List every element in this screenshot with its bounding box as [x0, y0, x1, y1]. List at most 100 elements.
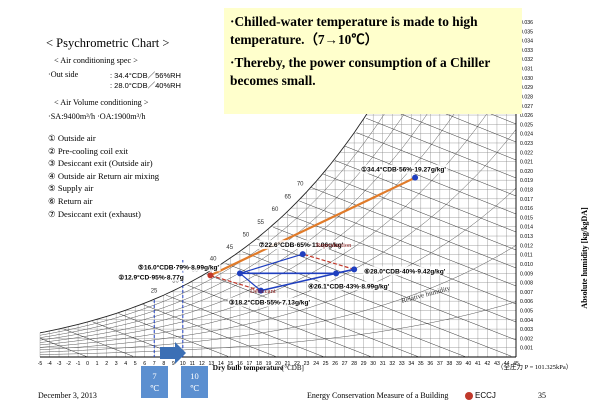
legend-item: ③ Desiccant exit (Outside air) — [48, 158, 153, 169]
x-tick-label: 12 — [199, 361, 205, 367]
pressure-note: （全圧力 P = 101.325kPa） — [497, 362, 572, 371]
temp-box-10-value: 10 — [190, 371, 199, 381]
callout-box: ·Chilled-water temperature is made to hi… — [224, 8, 522, 114]
enthalpy-line — [225, 263, 467, 358]
x-tick-labels: -5 -4 -3 -2 -1 0 1 2 3 4 5 6 7 8 9 10 11 12 13 14 15 16 17 18 19… — [38, 361, 519, 367]
x-tick-label: 36 — [427, 361, 433, 367]
y-tick-label: 0.002 — [520, 336, 533, 342]
relative-humidity-label: Relative humidity — [400, 284, 451, 305]
enthalpy-line — [344, 145, 517, 215]
callout-line-1: ·Chilled-water temperature is made to hi… — [230, 14, 478, 47]
y-tick-label: 0.011 — [520, 253, 533, 259]
rh-curve — [39, 28, 455, 338]
state-label-bg — [360, 164, 448, 174]
x-tick-label: 32 — [389, 361, 395, 367]
state-label-5: ⑤16.0°CDB·79%·8.99g/kg' — [138, 263, 220, 271]
y-tick-label: 0.016 — [520, 206, 533, 212]
spec-outside-label: ·Out side — [48, 70, 79, 79]
spec-heading: < Air conditioning spec > — [54, 56, 138, 65]
state-labels: ①34.4°CDB·56%·19.27g/kg' ②12.9°CD·95%·8.7… — [117, 164, 448, 307]
volume-value: ·SA:9400m³/h ·OA:1900m³/h — [48, 112, 146, 121]
rh-curve — [39, 27, 507, 343]
x-tick-label: 41 — [475, 361, 481, 367]
x-tick-label: 19 — [266, 361, 272, 367]
y-tick-label: 0.026 — [520, 113, 533, 119]
enthalpy-line — [287, 214, 517, 305]
y-tick-label: 0.003 — [520, 327, 533, 333]
y-tick-label: 0.018 — [520, 188, 533, 194]
x-tick-label: 20 — [275, 361, 281, 367]
x-tick-label: -2 — [66, 361, 71, 367]
enthalpy-line — [206, 274, 419, 358]
x-tick-label: 24 — [313, 361, 319, 367]
state-label-bg — [227, 297, 312, 307]
state-label-2: ②12.9°CD·95%·8.77g — [118, 273, 183, 281]
x-tick-label: 10 — [180, 361, 186, 367]
enthalpy-line — [187, 284, 371, 357]
reproduction-line — [302, 253, 355, 270]
x-tick-label: -4 — [47, 361, 52, 367]
rh-curve — [39, 69, 517, 346]
y-tick-label: 0.029 — [520, 85, 533, 91]
footer-page: 35 — [538, 391, 546, 400]
state-label-bg — [307, 281, 391, 291]
legend-item: ⑤ Supply air — [48, 183, 94, 194]
enthalpy-line — [63, 328, 133, 357]
x-tick-label: 3 — [115, 361, 118, 367]
y-tick-label: 0.030 — [520, 76, 533, 82]
y-tick-label: 0.012 — [520, 243, 533, 249]
x-tick-label: 8 — [162, 361, 165, 367]
x-tick-label: 5 — [134, 361, 137, 367]
enthalpy-label: 60 — [272, 207, 279, 213]
x-tick-label: 15 — [228, 361, 234, 367]
footer-org-wrap: ECCJ — [465, 391, 496, 400]
y-tick-label: 0.009 — [520, 271, 533, 277]
rh-curve — [39, 187, 517, 351]
x-tick-label: 27 — [342, 361, 348, 367]
x-tick-label: 39 — [456, 361, 462, 367]
page-title: < Psychrometric Chart > — [46, 36, 170, 50]
x-tick-label: 22 — [294, 361, 300, 367]
spec-inside-value: : 28.0°CDB／40%RH — [110, 81, 181, 90]
rh-curve — [39, 245, 517, 353]
enthalpy-line — [323, 173, 517, 251]
state-point-3 — [257, 287, 264, 294]
x-tick-label: 7 — [153, 361, 156, 367]
enthalpy-line — [311, 187, 517, 269]
y-tick-label: 0.031 — [520, 67, 533, 73]
x-tick-label: 16 — [237, 361, 243, 367]
spec-outside-value: : 34.4°CDB／56%RH — [110, 71, 181, 80]
y-tick-label: 0.036 — [520, 20, 533, 26]
eccj-logo-icon — [465, 391, 473, 400]
x-tick-label: 31 — [380, 361, 386, 367]
y-tick-label: 0.035 — [520, 29, 533, 35]
enthalpy-label: 50 — [243, 233, 250, 239]
volume-heading: < Air Volume conditioning > — [54, 98, 149, 107]
y-tick-label: 0.001 — [520, 346, 533, 352]
enthalpy-label: 55 — [257, 220, 264, 226]
state-label-bg — [136, 262, 221, 272]
legend-item: ⑦ Desiccant exit (exhaust) — [48, 208, 141, 219]
x-tick-label: 13 — [208, 361, 214, 367]
rh-curve — [39, 26, 417, 334]
reproduction-annotation: Reproduction — [316, 242, 352, 249]
state-label-6: ⑥28.0°CDB·40%·9.42g/kg' — [364, 267, 446, 275]
y-tick-label: 0.007 — [520, 290, 533, 296]
x-tick-label: 44 — [504, 361, 510, 367]
state-point-6 — [351, 266, 358, 273]
state-label-bg — [257, 240, 345, 250]
callout-line-2: ·Thereby, the power consumption of a Chi… — [230, 55, 491, 88]
y-tick-label: 0.034 — [520, 39, 533, 45]
y-tick-label: 0.022 — [520, 150, 533, 156]
y-tick-label: 0.025 — [520, 122, 533, 128]
enthalpy-line — [356, 132, 517, 197]
y-tick-label: 0.015 — [520, 215, 533, 221]
state-label-4: ④26.1°CDB·43%·8.99g/kg' — [308, 282, 390, 290]
enthalpy-line — [39, 337, 88, 358]
x-tick-label: 30 — [370, 361, 376, 367]
x-tick-label: 17 — [247, 361, 253, 367]
x-tick-label: 42 — [485, 361, 491, 367]
y-tick-label: 0.008 — [520, 281, 533, 287]
y-tick-label: 0.010 — [520, 262, 533, 268]
enthalpy-label: 45 — [226, 245, 233, 251]
